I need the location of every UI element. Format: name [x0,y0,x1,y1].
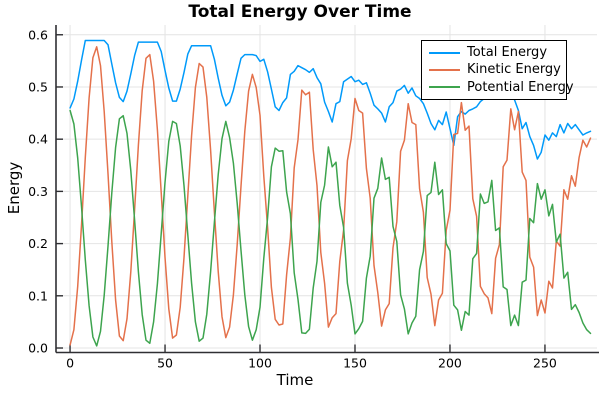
x-axis-label: Time [276,371,314,389]
legend-label: Potential Energy [467,79,574,95]
x-tick-label: 250 [533,356,557,371]
y-tick-label: 0.0 [28,341,48,356]
x-tick-label: 50 [157,356,173,371]
legend-item: Kinetic Energy [429,62,561,78]
series-line-potential-energy [69,109,592,347]
legend: Total Energy Kinetic Energy Potential Ener… [421,40,574,100]
legend-line-sample [429,68,460,71]
y-tick-label: 0.3 [28,184,48,199]
legend-line-sample [429,51,460,54]
chart-title: Total Energy Over Time [188,2,412,22]
series-line-kinetic-energy [69,46,592,346]
x-tick-label: 200 [438,356,462,371]
y-tick-label: 0.4 [28,132,48,147]
y-tick-label: 0.1 [28,288,48,303]
legend-line-sample [429,86,460,89]
y-tick-label: 0.2 [28,236,48,251]
legend-item: Total Energy [429,45,560,60]
x-tick-label: 100 [248,356,272,371]
y-tick-label: 0.5 [28,79,48,94]
x-tick-label: 150 [343,356,367,371]
legend-item: Potential Energy [429,80,574,95]
y-tick-label: 0.6 [28,27,48,42]
x-tick-label: 0 [66,356,74,371]
legend-label: Kinetic Energy [467,62,561,78]
legend-label: Total Energy [467,45,548,61]
